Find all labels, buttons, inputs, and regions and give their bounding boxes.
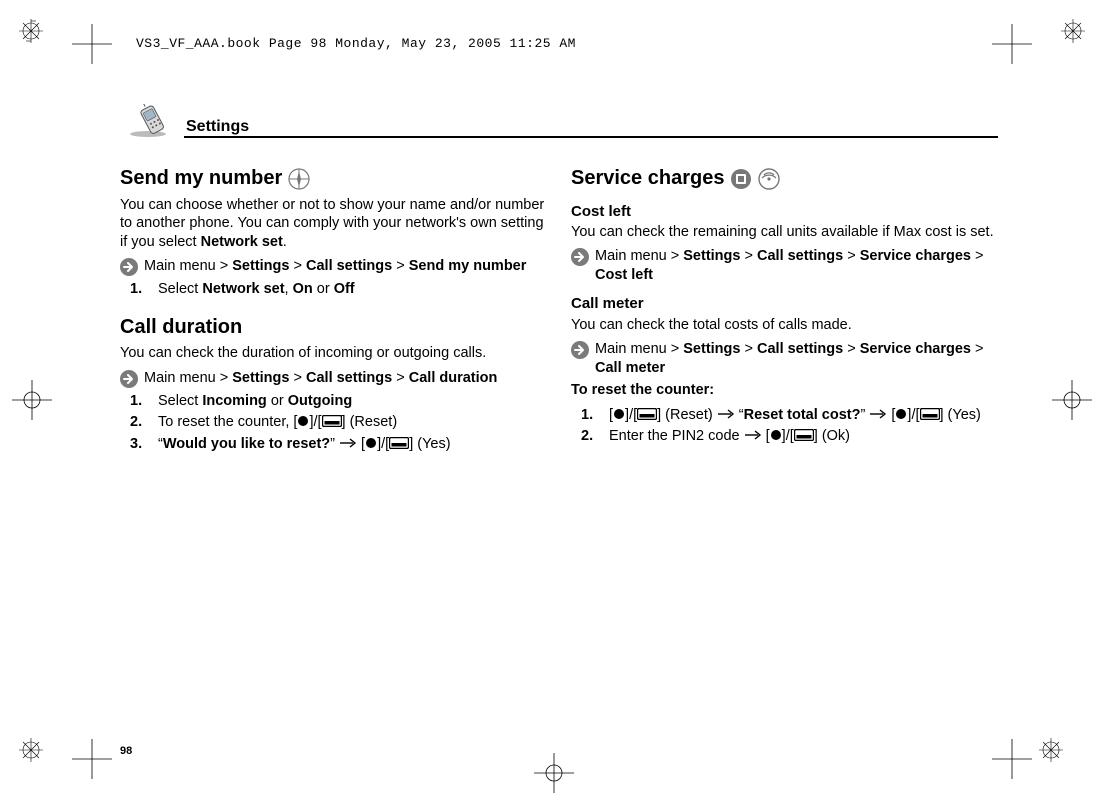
left-column: Send my number You can choose whether or…: [120, 160, 547, 743]
heading-cost-left: Cost left: [571, 202, 998, 221]
heading-send-my-number: Send my number: [120, 166, 547, 192]
reg-bottom: [534, 753, 574, 793]
nav-cost-left: Main menu > Settings > Call settings > S…: [571, 247, 998, 284]
nav-arrow-icon: [571, 248, 589, 266]
right-column: Service charges Cost left You can check …: [571, 160, 998, 743]
nav-call-meter: Main menu > Settings > Call settings > S…: [571, 340, 998, 377]
step: 2.To reset the counter, []/[] (Reset): [130, 413, 547, 432]
heading-text: Call duration: [120, 315, 242, 341]
send-number-para: You can choose whether or not to show yo…: [120, 196, 547, 252]
steps-call-duration: 1.Select Incoming or Outgoing 2.To reset…: [130, 392, 547, 454]
settings-title: Settings: [186, 118, 249, 138]
heading-service-charges: Service charges: [571, 166, 998, 192]
network-icon: [758, 168, 780, 190]
header-rule: [184, 136, 998, 138]
softkey-icon: [920, 408, 940, 420]
reset-counter-heading: To reset the counter:: [571, 381, 998, 400]
nav-call-duration: Main menu > Settings > Call settings > C…: [120, 369, 547, 388]
heading-text: Service charges: [571, 166, 724, 192]
step: 2.Enter the PIN2 code []/[] (Ok): [581, 427, 998, 446]
print-header: VS3_VF_AAA.book Page 98 Monday, May 23, …: [136, 36, 576, 51]
arrow-icon: [717, 409, 735, 419]
cropmark-bottom-right: [1038, 737, 1086, 785]
section-header: Settings: [128, 98, 976, 138]
step: 1.Select Incoming or Outgoing: [130, 392, 547, 411]
arrow-icon: [339, 438, 357, 448]
content-columns: Send my number You can choose whether or…: [120, 160, 998, 743]
center-key-icon: [297, 415, 309, 427]
steps-send-number: 1.Select Network set, On or Off: [130, 280, 547, 299]
center-key-icon: [770, 429, 782, 441]
step: 1.Select Network set, On or Off: [130, 280, 547, 299]
arrow-icon: [744, 430, 762, 440]
softkey-icon: [389, 437, 409, 449]
center-key-icon: [895, 408, 907, 420]
heading-text: Send my number: [120, 166, 282, 192]
reg-right: [1052, 380, 1092, 420]
nav-arrow-icon: [120, 258, 138, 276]
softkey-icon: [794, 429, 814, 441]
cropmark-bottom-left: [18, 737, 66, 785]
softkey-icon: [322, 415, 342, 427]
phone-icon: [128, 104, 180, 138]
softkey-icon: [637, 408, 657, 420]
step: 1.[]/[] (Reset) “Reset total cost?” []/[…: [581, 406, 998, 425]
duration-para: You can check the duration of incoming o…: [120, 344, 547, 363]
call-meter-para: You can check the total costs of calls m…: [571, 316, 998, 335]
cropmark-top-right: [1038, 18, 1086, 66]
nav-arrow-icon: [571, 341, 589, 359]
heading-call-meter: Call meter: [571, 294, 998, 313]
steps-reset-meter: 1.[]/[] (Reset) “Reset total cost?” []/[…: [581, 406, 998, 446]
step: 3.“Would you like to reset?” []/[] (Yes): [130, 435, 547, 454]
reg-left: [12, 380, 52, 420]
sim-icon: [730, 168, 752, 190]
cropmark-top-left: [18, 18, 66, 66]
arrow-icon: [869, 409, 887, 419]
page-number: 98: [120, 745, 132, 757]
cost-left-para: You can check the remaining call units a…: [571, 223, 998, 242]
heading-call-duration: Call duration: [120, 315, 547, 341]
compass-icon: [288, 168, 310, 190]
center-key-icon: [365, 437, 377, 449]
page-root: { "meta": { "crop_text": "VS3_VF_AAA.boo…: [0, 0, 1104, 803]
nav-send-my-number: Main menu > Settings > Call settings > S…: [120, 257, 547, 276]
nav-arrow-icon: [120, 370, 138, 388]
center-key-icon: [613, 408, 625, 420]
